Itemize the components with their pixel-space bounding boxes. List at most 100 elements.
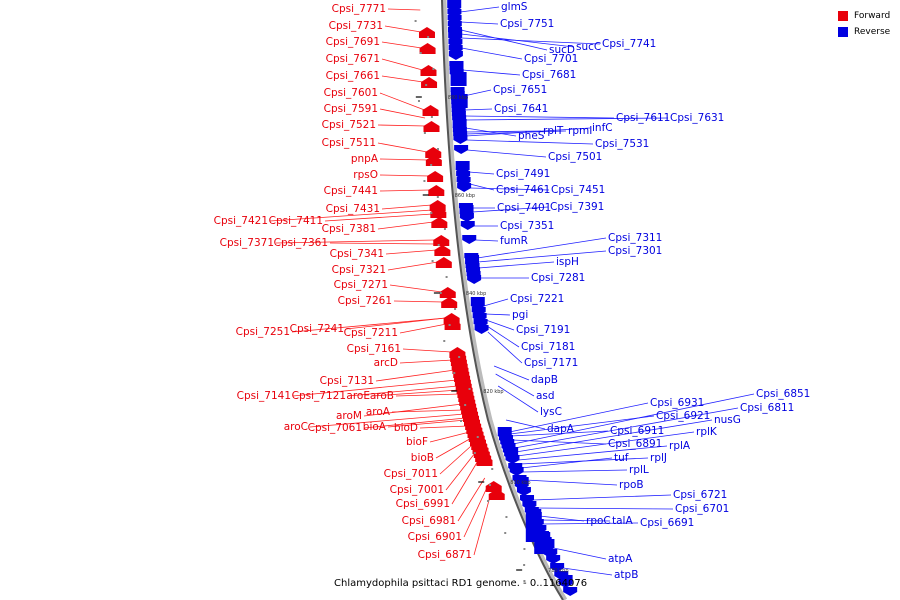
reverse-gene-label-fumR: fumR (500, 235, 528, 247)
forward-connector-Cpsi_7061 (363, 417, 466, 429)
forward-connector-Cpsi_7441 (379, 189, 431, 192)
reverse-feature (509, 467, 524, 476)
forward-connector-Cpsi_7321 (387, 261, 438, 271)
reverse-gene-label-Cpsi_6911: Cpsi_6911 (610, 425, 664, 437)
forward-gene-label-rpsO: rpsO (353, 169, 378, 181)
forward-gene-label-Cpsi_7241: Cpsi_7241 (290, 323, 344, 335)
reverse-connector-Cpsi_7701 (461, 47, 523, 60)
forward-feature (431, 217, 448, 228)
forward-feature (444, 319, 461, 330)
minor-feature (427, 36, 430, 38)
forward-connector-Cpsi_7771 (387, 8, 421, 11)
forward-feature (427, 171, 444, 182)
forward-feature (488, 489, 505, 500)
reverse-gene-label-Cpsi_7611: Cpsi_7611 (616, 112, 670, 124)
reverse-connector-Cpsi_7461 (469, 183, 495, 191)
reverse-feature-block (450, 72, 467, 86)
minor-feature (505, 516, 508, 518)
forward-connector-Cpsi_7261 (393, 300, 444, 303)
minor-feature (504, 532, 507, 534)
minor-feature (425, 84, 428, 86)
forward-feature (435, 257, 452, 268)
reverse-connector-Cpsi_7741 (461, 37, 601, 45)
forward-gene-label-Cpsi_7141: Cpsi_7141 (237, 390, 291, 402)
reverse-gene-label-Cpsi_7751: Cpsi_7751 (500, 18, 554, 30)
forward-gene-label-Cpsi_7001: Cpsi_7001 (390, 484, 444, 496)
reverse-gene-label-Cpsi_7311: Cpsi_7311 (608, 232, 662, 244)
reverse-feature (448, 29, 463, 42)
forward-feature (428, 185, 445, 196)
reverse-connector-Cpsi_6931 (509, 402, 649, 433)
reverse-feature (457, 183, 472, 192)
reverse-gene-label-Cpsi_7641: Cpsi_7641 (494, 103, 548, 115)
reverse-gene-label-Cpsi_7701: Cpsi_7701 (524, 53, 578, 65)
minor-feature (437, 244, 440, 246)
reverse-connector-rplA (518, 445, 668, 461)
reverse-connector-nusG (515, 419, 713, 453)
forward-gene-label-Cpsi_6901: Cpsi_6901 (408, 531, 462, 543)
reverse-gene-label-tuf: tuf (614, 452, 629, 464)
minor-feature (430, 164, 433, 166)
forward-gene-label-Cpsi_7121: Cpsi_7121 (292, 390, 346, 402)
forward-feature (423, 121, 440, 132)
reverse-connector-Cpsi_6691 (542, 522, 639, 525)
reverse-connector-Cpsi_7751 (460, 21, 499, 25)
reverse-connector-Cpsi_7221 (483, 298, 509, 307)
reverse-connector-Cpsi_7451 (470, 187, 550, 191)
genome-caption: Chlamydophila psittaci RD1 genome. - 0..… (334, 578, 588, 589)
genome-backbone (441, 0, 564, 600)
reverse-feature (516, 487, 531, 496)
minor-feature (464, 404, 467, 406)
reverse-connector-Cpsi_6701 (536, 507, 674, 510)
forward-connector-Cpsi_7131 (375, 369, 455, 382)
forward-gene-label-Cpsi_7671: Cpsi_7671 (326, 53, 380, 65)
forward-feature (433, 235, 450, 246)
forward-gene-label-Cpsi_7661: Cpsi_7661 (326, 70, 380, 82)
reverse-gene-label-rplT: rplT (543, 125, 564, 137)
reverse-gene-label-infC: infC (592, 122, 613, 134)
reverse-gene-label-rpoB: rpoB (619, 479, 644, 491)
reverse-connector-atpB (563, 567, 613, 576)
forward-gene-label-Cpsi_7211: Cpsi_7211 (344, 327, 398, 339)
tick-label: 840 kbp (466, 291, 486, 297)
forward-connector-Cpsi_6901 (463, 485, 489, 538)
forward-connector-Cpsi_7661 (381, 75, 424, 83)
forward-feature (429, 200, 446, 211)
tick-label: 780 kbp (548, 568, 568, 574)
reverse-feature (514, 477, 529, 490)
forward-gene-label-Cpsi_7131: Cpsi_7131 (320, 375, 374, 387)
minor-feature (476, 436, 479, 438)
minor-feature (523, 548, 526, 550)
forward-gene-label-Cpsi_7271: Cpsi_7271 (334, 279, 388, 291)
reverse-gene-label-dapA: dapA (547, 423, 575, 435)
reverse-gene-label-nusG: nusG (714, 414, 741, 426)
reverse-gene-label-rplA: rplA (669, 440, 691, 452)
reverse-gene-label-Cpsi_7531: Cpsi_7531 (595, 138, 649, 150)
reverse-connector-pgi (484, 313, 511, 316)
reverse-connector-Cpsi_7641 (464, 108, 493, 111)
forward-connector-aroA (391, 409, 464, 413)
reverse-gene-label-Cpsi_7461: Cpsi_7461 (496, 184, 550, 196)
reverse-gene-label-Cpsi_7171: Cpsi_7171 (524, 357, 578, 369)
reverse-connector-Cpsi_7391 (472, 206, 549, 213)
reverse-connector-Cpsi_7631 (465, 117, 669, 121)
forward-gene-label-Cpsi_7591: Cpsi_7591 (324, 103, 378, 115)
reverse-gene-label-pgi: pgi (512, 309, 528, 321)
reverse-feature (460, 221, 475, 230)
reverse-connector-rpoB (525, 479, 618, 486)
reverse-gene-label-sucD: sucD (549, 44, 575, 56)
minor-feature (448, 324, 451, 326)
reverse-connector-Cpsi_7311 (477, 237, 607, 259)
forward-gene-label-Cpsi_6871: Cpsi_6871 (418, 549, 472, 561)
forward-gene-label-Cpsi_7381: Cpsi_7381 (322, 223, 376, 235)
tick-label: 820 kbp (483, 389, 503, 395)
forward-feature (441, 297, 458, 308)
forward-connector-Cpsi_6981 (457, 477, 486, 522)
forward-gene-label-Cpsi_7441: Cpsi_7441 (324, 185, 378, 197)
minor-feature (414, 20, 417, 22)
forward-connector-Cpsi_7211 (399, 323, 447, 334)
minor-feature (443, 228, 446, 230)
forward-gene-label-aroE: aroE (346, 390, 370, 402)
forward-gene-label-Cpsi_7771: Cpsi_7771 (332, 3, 386, 15)
reverse-gene-label-Cpsi_7351: Cpsi_7351 (500, 220, 554, 232)
